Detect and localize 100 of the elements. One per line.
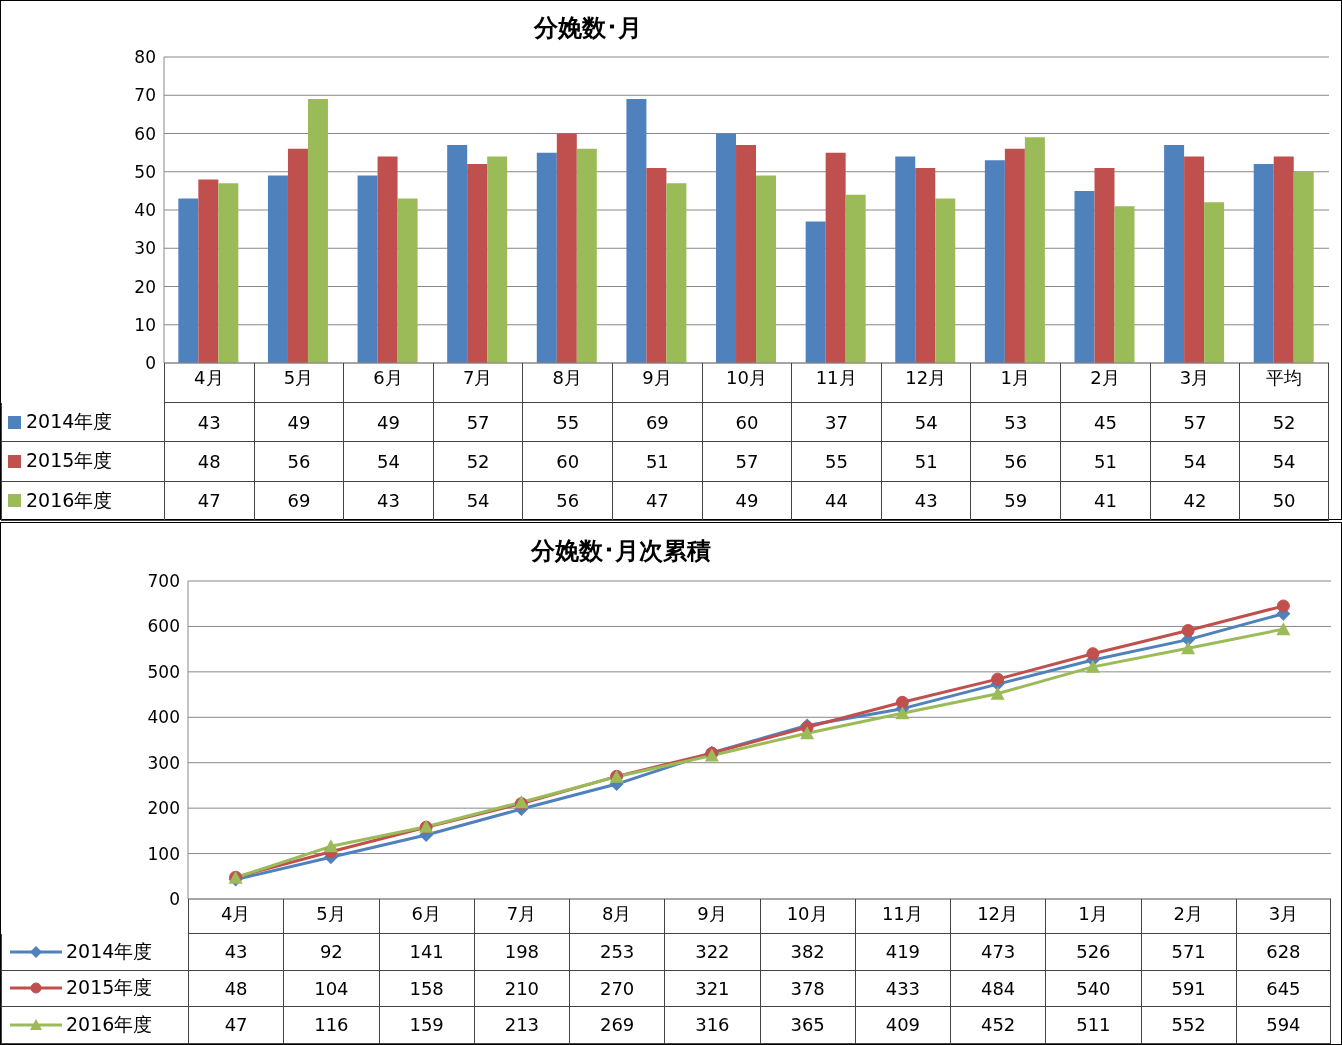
data-label: 49: [343, 403, 433, 443]
data-label: 57: [432, 403, 523, 443]
data-label: 433: [854, 970, 950, 1008]
data-label: 48: [188, 970, 284, 1008]
bar: [218, 183, 239, 363]
bar: [287, 148, 308, 363]
legend-label: 2015年度: [26, 448, 113, 474]
bar: [626, 99, 647, 363]
data-label: 322: [664, 934, 760, 971]
data-label: 54: [1239, 442, 1329, 482]
y-tick-label: 20: [134, 276, 156, 297]
data-label: 45: [1060, 403, 1150, 443]
bar: [556, 133, 577, 363]
data-label: 57: [1149, 403, 1240, 443]
data-label: 69: [253, 481, 344, 521]
data-label: 571: [1140, 934, 1236, 971]
point: [895, 695, 909, 709]
data-label: 213: [473, 1007, 569, 1044]
bar: [1253, 164, 1274, 363]
data-label: 57: [701, 442, 792, 482]
x-tick-label: 9月: [642, 366, 672, 388]
data-label: 382: [759, 934, 855, 971]
data-label: 43: [164, 403, 254, 443]
point: [800, 726, 815, 740]
data-label: 55: [791, 442, 881, 482]
data-label: 60: [522, 442, 613, 482]
data-label: 43: [188, 934, 284, 971]
bar: [1273, 156, 1294, 363]
data-label: 52: [1239, 403, 1329, 443]
data-label: 270: [569, 970, 665, 1008]
data-label: 645: [1235, 970, 1331, 1008]
bar: [178, 198, 199, 363]
data-label: 42: [1149, 481, 1240, 521]
x-tick-label: 1月: [1078, 902, 1108, 924]
y-tick-label: 80: [134, 47, 156, 68]
legend-label: 2014年度: [26, 409, 113, 435]
y-tick-label: 600: [147, 616, 180, 637]
bar: [307, 99, 328, 363]
y-tick-label: 200: [147, 798, 180, 819]
data-label: 48: [164, 442, 254, 482]
x-tick-label: 2月: [1173, 902, 1203, 924]
data-label: 59: [970, 481, 1061, 521]
bar: [576, 148, 597, 363]
bar: [845, 194, 866, 363]
data-label: 44: [791, 481, 881, 521]
bar: [1074, 190, 1095, 363]
x-tick-label: 8月: [601, 902, 632, 924]
x-tick-label: 2月: [1090, 366, 1120, 388]
data-label: 210: [473, 970, 569, 1008]
x-tick-label: 1月: [1000, 366, 1031, 388]
bar: [736, 144, 757, 363]
data-label: 60: [701, 403, 792, 443]
data-label: 49: [701, 481, 792, 521]
data-label: 141: [378, 934, 474, 971]
data-label: 54: [343, 442, 433, 482]
data-label: 321: [664, 970, 760, 1008]
data-label: 56: [253, 442, 344, 482]
bar: [1004, 148, 1025, 363]
legend-label: 2016年度: [66, 1012, 153, 1037]
point: [323, 839, 338, 853]
data-label: 47: [612, 481, 702, 521]
legend-label: 2014年度: [66, 938, 153, 964]
y-tick-label: 30: [134, 238, 156, 259]
data-label: 116: [283, 1007, 379, 1044]
y-tick-label: 60: [134, 123, 156, 144]
y-tick-label: 100: [147, 843, 180, 864]
data-label: 378: [759, 970, 855, 1008]
data-label: 540: [1045, 970, 1141, 1008]
x-tick-label: 4月: [220, 902, 251, 924]
x-tick-label: 10月: [726, 366, 767, 388]
bar: [805, 221, 826, 363]
x-tick-label: 11月: [881, 902, 923, 924]
data-label: 51: [612, 442, 702, 482]
x-tick-label: 6月: [373, 366, 403, 388]
data-label: 50: [1239, 481, 1329, 521]
x-tick-label: 9月: [697, 902, 727, 924]
x-tick-label: 5月: [283, 366, 314, 388]
bar: [935, 198, 956, 363]
point: [1276, 622, 1291, 636]
y-tick-label: 40: [134, 200, 156, 221]
bar: [487, 156, 508, 363]
point: [1181, 624, 1195, 638]
data-label: 484: [950, 970, 1046, 1008]
bar: [397, 198, 418, 363]
data-label: 591: [1140, 970, 1236, 1008]
data-label: 49: [253, 403, 344, 443]
x-tick-label: 5月: [316, 902, 346, 924]
bar: [1164, 144, 1185, 363]
x-tick-label: 12月: [977, 902, 1019, 924]
y-tick-label: 500: [147, 661, 180, 682]
data-label: 43: [343, 481, 433, 521]
y-tick-label: 0: [145, 353, 156, 374]
data-label: 628: [1235, 934, 1331, 971]
point: [1276, 599, 1290, 613]
bar: [756, 175, 777, 363]
point: [990, 686, 1005, 700]
y-tick-label: 50: [134, 161, 156, 182]
bar: [666, 183, 687, 363]
point: [1086, 647, 1100, 661]
y-tick-label: 70: [134, 85, 156, 106]
